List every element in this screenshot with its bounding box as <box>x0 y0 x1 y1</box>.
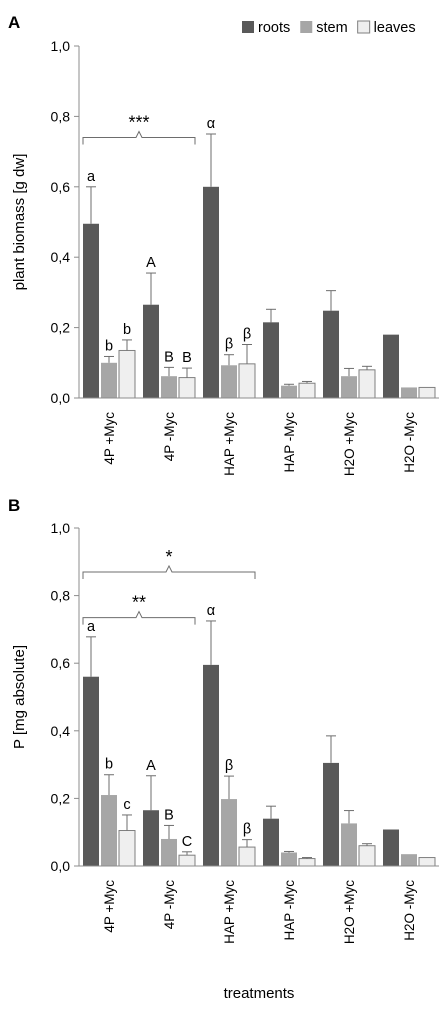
p2-bar-roots <box>203 664 219 866</box>
p2-x-axis-label: treatments <box>224 985 295 1002</box>
p1-y-tick-label: 1,0 <box>51 38 71 54</box>
p2-bar-stem <box>401 854 417 866</box>
p1-y-tick-label: 0,0 <box>51 390 71 406</box>
p1-y-tick-label: 0,4 <box>51 249 71 265</box>
p1-category-label: 4P +Myc <box>102 412 117 465</box>
p1-legend-label-stem: stem <box>316 20 347 36</box>
p1-y-tick-label: 0,8 <box>51 108 71 124</box>
p1-bar-leaves <box>298 382 316 399</box>
p2-bar-roots <box>383 829 399 866</box>
p1-category-label: H2O +Myc <box>342 412 357 476</box>
p1-bar-roots <box>263 322 279 398</box>
p1-bar-leaves <box>358 369 376 399</box>
p2-significance-stars: * <box>165 547 172 567</box>
p1-category-label: HAP +Myc <box>222 412 237 476</box>
p2-significance-letter: A <box>146 758 156 774</box>
p1-legend-swatch-roots <box>242 21 254 33</box>
p2-bar-leaves <box>418 857 436 867</box>
p1-legend-swatch-leaves <box>357 20 371 34</box>
p2-significance-letter: a <box>87 619 96 635</box>
p1-legend-label-leaves: leaves <box>374 20 416 36</box>
p1-category-label: HAP -Myc <box>282 412 297 473</box>
p1-panel-label: A <box>8 13 20 32</box>
p2-bar-roots <box>323 762 339 866</box>
p2-significance-bracket <box>82 610 196 625</box>
p1-bar-roots <box>203 186 219 398</box>
p2-y-tick-label: 0,4 <box>51 723 71 739</box>
p2-significance-bracket <box>82 564 256 579</box>
p2-category-label: HAP +Myc <box>222 880 237 944</box>
p2-significance-stars: ** <box>132 593 146 613</box>
p1-bar-roots <box>383 334 399 398</box>
p2-significance-letter: C <box>182 834 192 850</box>
p2-significance-letter: α <box>207 603 215 619</box>
p2-bar-stem <box>341 823 357 866</box>
p2-bar-leaves <box>178 854 196 867</box>
p2-panel-label: B <box>8 496 20 515</box>
p1-bar-stem <box>341 376 357 398</box>
p1-bar-stem <box>161 376 177 398</box>
p2-significance-letter: c <box>123 797 130 813</box>
p2-y-tick-label: 0,2 <box>51 790 71 806</box>
p1-bar-leaves <box>178 377 196 399</box>
p1-significance-letter: A <box>146 255 156 271</box>
p1-bar-leaves <box>118 349 136 399</box>
p2-bar-leaves <box>298 858 316 867</box>
p1-significance-letter: β <box>225 337 233 353</box>
p2-y-tick-label: 0,6 <box>51 655 71 671</box>
p1-legend-swatch-stem <box>300 21 313 33</box>
p1-y-tick-label: 0,6 <box>51 179 71 195</box>
p1-significance-letter: b <box>123 322 131 338</box>
p1-significance-letter: B <box>182 350 192 366</box>
p2-y-tick-label: 0,8 <box>51 588 71 604</box>
p2-bar-roots <box>263 818 279 866</box>
p2-category-label: H2O +Myc <box>342 880 357 944</box>
p1-bar-stem <box>401 387 417 398</box>
p1-significance-letter: β <box>243 326 251 342</box>
p2-category-label: HAP -Myc <box>282 880 297 941</box>
p2-y-tick-label: 1,0 <box>51 520 71 536</box>
p2-bar-roots <box>143 810 159 866</box>
p1-bar-roots <box>83 223 99 398</box>
p2-significance-letter: B <box>164 807 174 823</box>
p1-y-axis-label: plant biomass [g dw] <box>11 154 28 291</box>
p1-bar-stem <box>281 385 297 398</box>
p2-bar-stem <box>221 799 237 866</box>
p2-bar-leaves <box>118 830 136 867</box>
p1-significance-letter: α <box>207 116 215 132</box>
p1-category-label: H2O -Myc <box>402 412 417 473</box>
p2-y-axis-label: P [mg absolute] <box>11 645 28 749</box>
p2-category-label: H2O -Myc <box>402 880 417 941</box>
p2-y-tick-label: 0,0 <box>51 858 71 874</box>
p1-bar-roots <box>323 310 339 398</box>
p1-bar-roots <box>143 304 159 398</box>
p1-category-label: 4P -Myc <box>162 412 177 462</box>
p1-y-tick-label: 0,2 <box>51 320 71 336</box>
p2-significance-letter: β <box>225 758 233 774</box>
p2-bar-leaves <box>358 845 376 867</box>
p1-significance-bracket <box>82 130 196 145</box>
p1-significance-letter: b <box>105 338 113 354</box>
p1-significance-stars: *** <box>128 113 149 133</box>
p2-bar-leaves <box>238 846 256 867</box>
p2-bar-stem <box>281 852 297 866</box>
p2-significance-letter: b <box>105 757 113 773</box>
p2-significance-letter: β <box>243 822 251 838</box>
p1-significance-letter: B <box>164 349 174 365</box>
p1-significance-letter: a <box>87 169 96 185</box>
p1-bar-leaves <box>418 386 436 399</box>
p1-bar-stem <box>221 365 237 398</box>
p1-bar-stem <box>101 362 117 398</box>
p1-bar-leaves <box>238 363 256 399</box>
p1-legend-label-roots: roots <box>258 20 290 36</box>
p2-bar-stem <box>161 838 177 866</box>
p2-category-label: 4P -Myc <box>162 880 177 930</box>
p2-bar-roots <box>83 676 99 866</box>
p2-category-label: 4P +Myc <box>102 880 117 933</box>
p2-bar-stem <box>101 795 117 866</box>
